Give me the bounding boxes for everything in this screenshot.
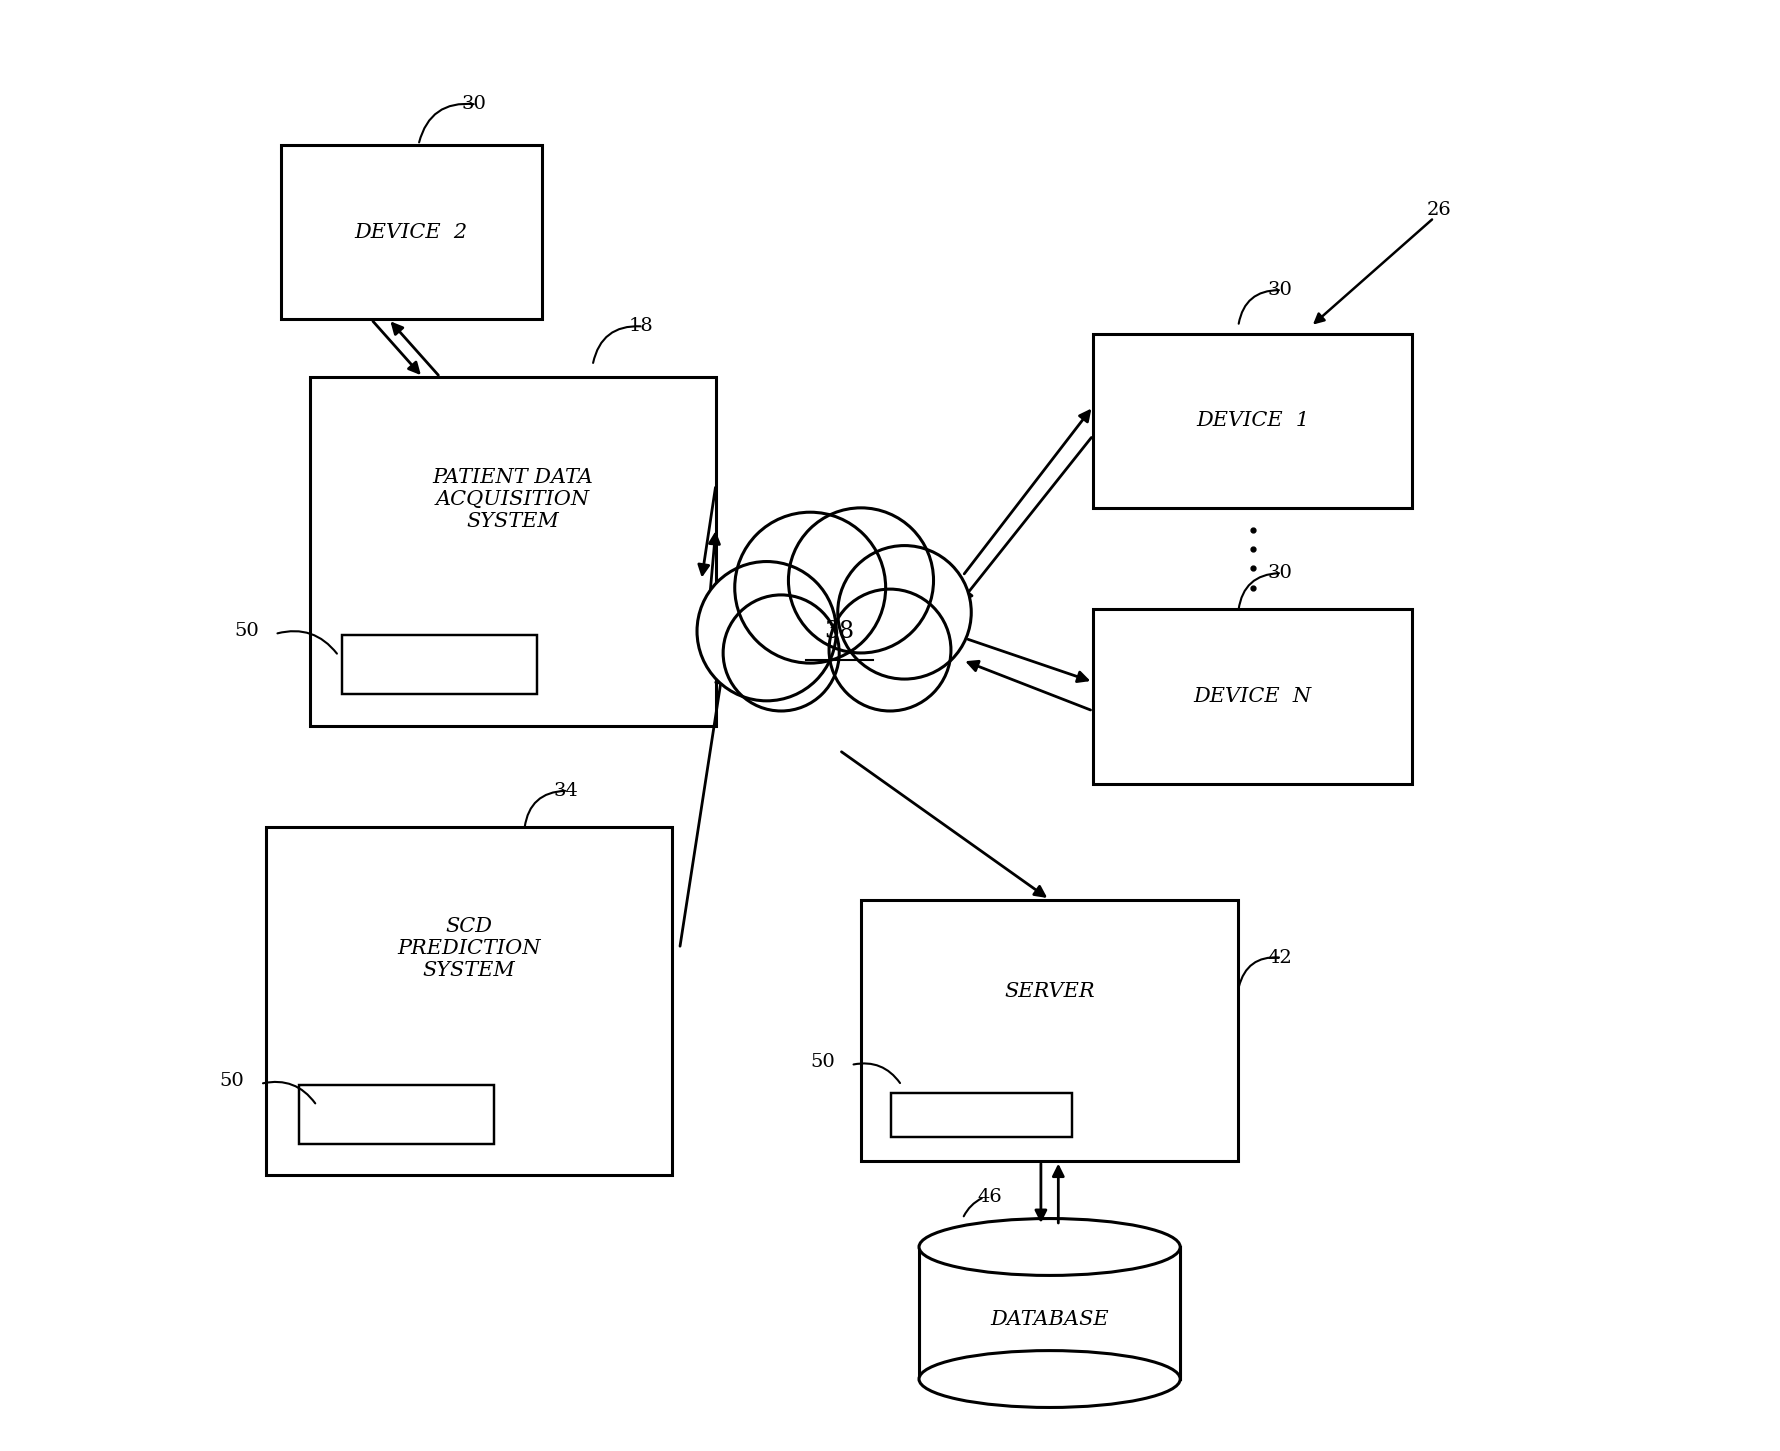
Circle shape <box>698 562 837 701</box>
Text: SCD
PREDICTION
SYSTEM: SCD PREDICTION SYSTEM <box>397 917 541 981</box>
Text: PATIENT DATA
ACQUISITION
SYSTEM: PATIENT DATA ACQUISITION SYSTEM <box>433 467 593 531</box>
FancyBboxPatch shape <box>310 377 716 726</box>
Bar <box>918 1246 1180 1378</box>
FancyBboxPatch shape <box>281 145 541 319</box>
Text: 26: 26 <box>1428 202 1452 219</box>
FancyBboxPatch shape <box>892 1093 1072 1138</box>
Circle shape <box>735 512 886 663</box>
Text: DEVICE  2: DEVICE 2 <box>354 222 468 242</box>
Text: DEVICE  N: DEVICE N <box>1194 686 1312 707</box>
Text: 46: 46 <box>977 1188 1002 1206</box>
Ellipse shape <box>918 1351 1180 1407</box>
Text: 50: 50 <box>233 622 258 640</box>
Text: 18: 18 <box>628 318 653 335</box>
Text: 30: 30 <box>1267 564 1292 582</box>
FancyBboxPatch shape <box>342 636 538 694</box>
FancyBboxPatch shape <box>1093 609 1412 784</box>
Circle shape <box>838 546 972 679</box>
FancyBboxPatch shape <box>862 900 1239 1161</box>
Text: DATABASE: DATABASE <box>990 1310 1109 1329</box>
Circle shape <box>789 508 933 653</box>
Text: 30: 30 <box>463 96 488 113</box>
Text: 38: 38 <box>824 620 854 643</box>
Circle shape <box>723 595 838 711</box>
FancyBboxPatch shape <box>299 1085 493 1143</box>
Ellipse shape <box>918 1219 1180 1275</box>
Text: 30: 30 <box>1267 281 1292 299</box>
Text: SERVER: SERVER <box>1004 981 1095 1001</box>
FancyBboxPatch shape <box>1093 334 1412 508</box>
Text: DEVICE  1: DEVICE 1 <box>1196 411 1310 431</box>
Circle shape <box>829 589 951 711</box>
Text: 34: 34 <box>554 782 579 800</box>
Text: 42: 42 <box>1267 949 1292 966</box>
FancyBboxPatch shape <box>265 827 673 1175</box>
Text: 50: 50 <box>219 1072 244 1090</box>
Text: 50: 50 <box>810 1053 835 1071</box>
